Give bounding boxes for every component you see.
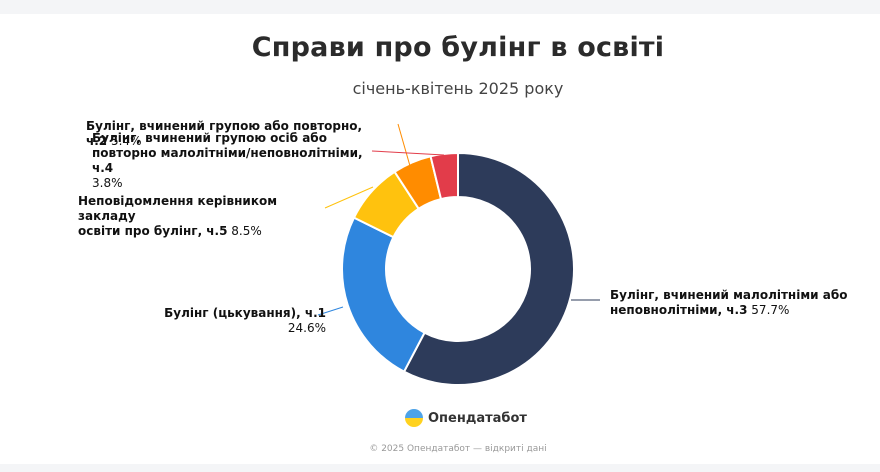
opendatabot-logo-icon: [405, 409, 423, 427]
footer-text: © 2025 Опендатабот — відкриті дані: [369, 444, 547, 454]
label-cyber-name: Булінг (цькування), ч.1: [164, 306, 326, 320]
opendatabot-logo: Опендатабот: [404, 406, 527, 430]
label-minors-group-name-1: Булінг, вчинений групою осіб або: [92, 131, 327, 145]
label-notify-pct: 8.5%: [231, 224, 262, 238]
label-group: Булінг, вчинений групою або повторно, ч.…: [86, 119, 386, 149]
label-minors-group-pct: 3.8%: [92, 176, 123, 190]
label-cyber: Булінг (цькування), ч.1 24.6%: [126, 306, 326, 336]
logo-text: Опендатабот: [428, 410, 527, 426]
slice-minors: [402, 151, 575, 386]
label-notify: Неповідомлення керівником закладу освіти…: [78, 194, 338, 239]
chart-subtitle: січень-квітень 2025 року: [352, 79, 564, 98]
label-notify-name-1: Неповідомлення керівником закладу: [78, 194, 278, 223]
label-minors-group-name-2: повторно малолітніми/неповнолітніми, ч.4: [92, 146, 363, 175]
chart-title: Справи про булінг в освіті: [251, 32, 665, 63]
slice-cyber: [341, 216, 426, 374]
label-minors: Булінг, вчинений малолітніми або неповно…: [610, 288, 870, 318]
label-group-name: Булінг, вчинений групою або повторно, ч.…: [86, 119, 363, 148]
label-minors-name-1: Булінг, вчинений малолітніми або: [610, 288, 848, 302]
leader-notify: [324, 186, 374, 209]
leader-minors-group: [371, 150, 445, 156]
label-group-pct: 5.4%: [110, 134, 142, 148]
label-cyber-pct: 24.6%: [287, 321, 326, 335]
leader-cyber: [317, 306, 344, 316]
label-minors-name-2: неповнолітніми, ч.3: [610, 303, 748, 317]
label-minors-pct: 57.7%: [751, 303, 790, 317]
label-minors-group: Булінг, вчинений групою осіб або повторн…: [92, 131, 372, 191]
label-notify-name-2: освіти про булінг, ч.5: [78, 224, 228, 238]
chart-card: [0, 14, 880, 464]
leader-group: [397, 123, 411, 167]
